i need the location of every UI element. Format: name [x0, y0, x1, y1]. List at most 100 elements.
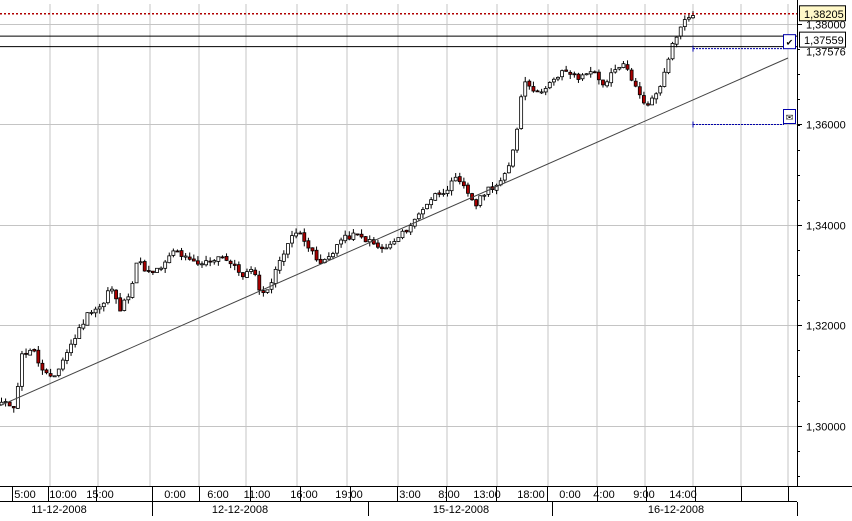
price-axis[interactable]: 1,38000 1,36000 1,34000 1,32000 1,30000 1,375… — [797, 0, 846, 516]
candle-body-up — [171, 250, 176, 256]
candle-body-down — [36, 349, 41, 364]
candle-body-down — [236, 264, 241, 273]
candle-body-up — [97, 306, 102, 310]
price-label-partly-hidden: 1,37576 — [806, 47, 846, 59]
candle-body-up — [281, 253, 286, 262]
candle-body-up — [502, 173, 507, 181]
candle-body-up — [367, 239, 372, 243]
candle-body-down — [646, 103, 650, 106]
candle-body-down — [474, 199, 479, 207]
candle-body-down — [208, 260, 213, 263]
time-axis[interactable]: 5:00 10:00 15:00 0:00 6:00 11:00 16:00 19:00 3:0… — [0, 486, 852, 517]
candle-body-down — [196, 260, 200, 265]
candle-body-up — [617, 66, 622, 70]
candle-body-up — [588, 71, 593, 75]
candle-body-up — [519, 96, 524, 129]
time-tick-label: 11:00 — [244, 489, 271, 501]
order-markers[interactable]: ✔✉ — [783, 34, 796, 124]
candle-body-up — [122, 299, 127, 311]
candle-body-down — [376, 242, 380, 248]
time-tick-label: 0:00 — [164, 489, 185, 501]
candle-body-down — [114, 289, 118, 300]
candle-body-up — [85, 312, 90, 326]
candle-body-up — [666, 58, 671, 74]
candle-body-up — [212, 260, 217, 263]
candle-body-up — [605, 81, 609, 87]
candle-body-up — [130, 282, 135, 298]
candle-body-up — [396, 237, 401, 242]
candle-body-up — [400, 230, 405, 239]
candle-body-up — [482, 194, 487, 197]
candle-body-up — [245, 271, 249, 278]
candle-body-up — [28, 349, 33, 356]
order-marker-icon[interactable]: ✔ — [783, 34, 796, 50]
candle-body-up — [584, 73, 589, 76]
candle-body-up — [105, 290, 110, 304]
candle-body-up — [421, 209, 425, 215]
order-marker-icon-frame[interactable] — [783, 34, 796, 50]
candle-body-down — [257, 274, 262, 291]
candle-body-up — [515, 128, 519, 151]
candle-body-down — [179, 250, 184, 257]
order-marker-icon-frame[interactable] — [783, 109, 796, 124]
candle-body-up — [674, 36, 679, 45]
candle-body-up — [547, 82, 552, 89]
candle-body-down — [359, 233, 364, 238]
candle-body-up — [134, 262, 139, 284]
date-label: 16-12-2008 — [648, 504, 704, 516]
candle-body-up — [286, 243, 290, 255]
candle-body-up — [662, 71, 667, 87]
candle-body-up — [523, 81, 528, 97]
candle-body-up — [543, 88, 548, 93]
candle-body-up — [433, 193, 438, 201]
date-label: 15-12-2008 — [433, 504, 489, 516]
candle-body-down — [572, 73, 577, 76]
candle-body-down — [48, 373, 53, 377]
candle-body-up — [273, 268, 278, 284]
candle-body-down — [224, 256, 229, 261]
candle-body-down — [187, 256, 192, 260]
time-tick-label: 10:00 — [49, 489, 77, 501]
time-tick-label: 13:00 — [473, 489, 501, 501]
order-marker-icon[interactable]: ✉ — [783, 109, 796, 124]
time-tick-label: 8:00 — [438, 489, 459, 501]
candle-body-up — [650, 97, 654, 106]
candle-body-up — [560, 70, 564, 78]
candle-body-up — [89, 311, 94, 314]
candle-body-up — [81, 323, 86, 329]
candle-body-down — [314, 249, 319, 261]
candle-body-up — [392, 241, 397, 245]
candle-body-down — [146, 270, 151, 272]
candle-body-up — [294, 232, 299, 237]
candle-body-up — [204, 260, 208, 266]
candle-body-down — [32, 349, 37, 352]
candle-body-up — [20, 353, 24, 387]
candle-body-up — [556, 76, 560, 80]
candle-body-up — [654, 93, 659, 100]
price-tick-label: 1,32000 — [806, 321, 846, 333]
candle-body-up — [453, 176, 458, 182]
candle-body-down — [142, 261, 147, 272]
candle-body-up — [551, 78, 556, 83]
order-marker-icon-glyph: ✉ — [786, 113, 794, 123]
candle-body-up — [343, 234, 348, 242]
candle-body-up — [621, 63, 626, 68]
candle-body-down — [404, 229, 409, 233]
candle-body-up — [138, 261, 143, 264]
date-label: 11-12-2008 — [31, 504, 86, 516]
time-tick-label: 9:00 — [633, 489, 654, 501]
time-tick-label: 16:00 — [290, 489, 318, 501]
candle-body-up — [691, 15, 695, 19]
candle-body-up — [331, 253, 335, 258]
candle-body-down — [637, 86, 642, 96]
candle-body-up — [506, 165, 511, 174]
candle-body-down — [298, 232, 303, 235]
candle-body-down — [228, 260, 233, 265]
candle-body-down — [601, 79, 605, 86]
candle-body-up — [408, 225, 413, 233]
candle-body-down — [535, 90, 540, 93]
candle-body-up — [580, 74, 585, 80]
candle-body-down — [347, 235, 352, 240]
